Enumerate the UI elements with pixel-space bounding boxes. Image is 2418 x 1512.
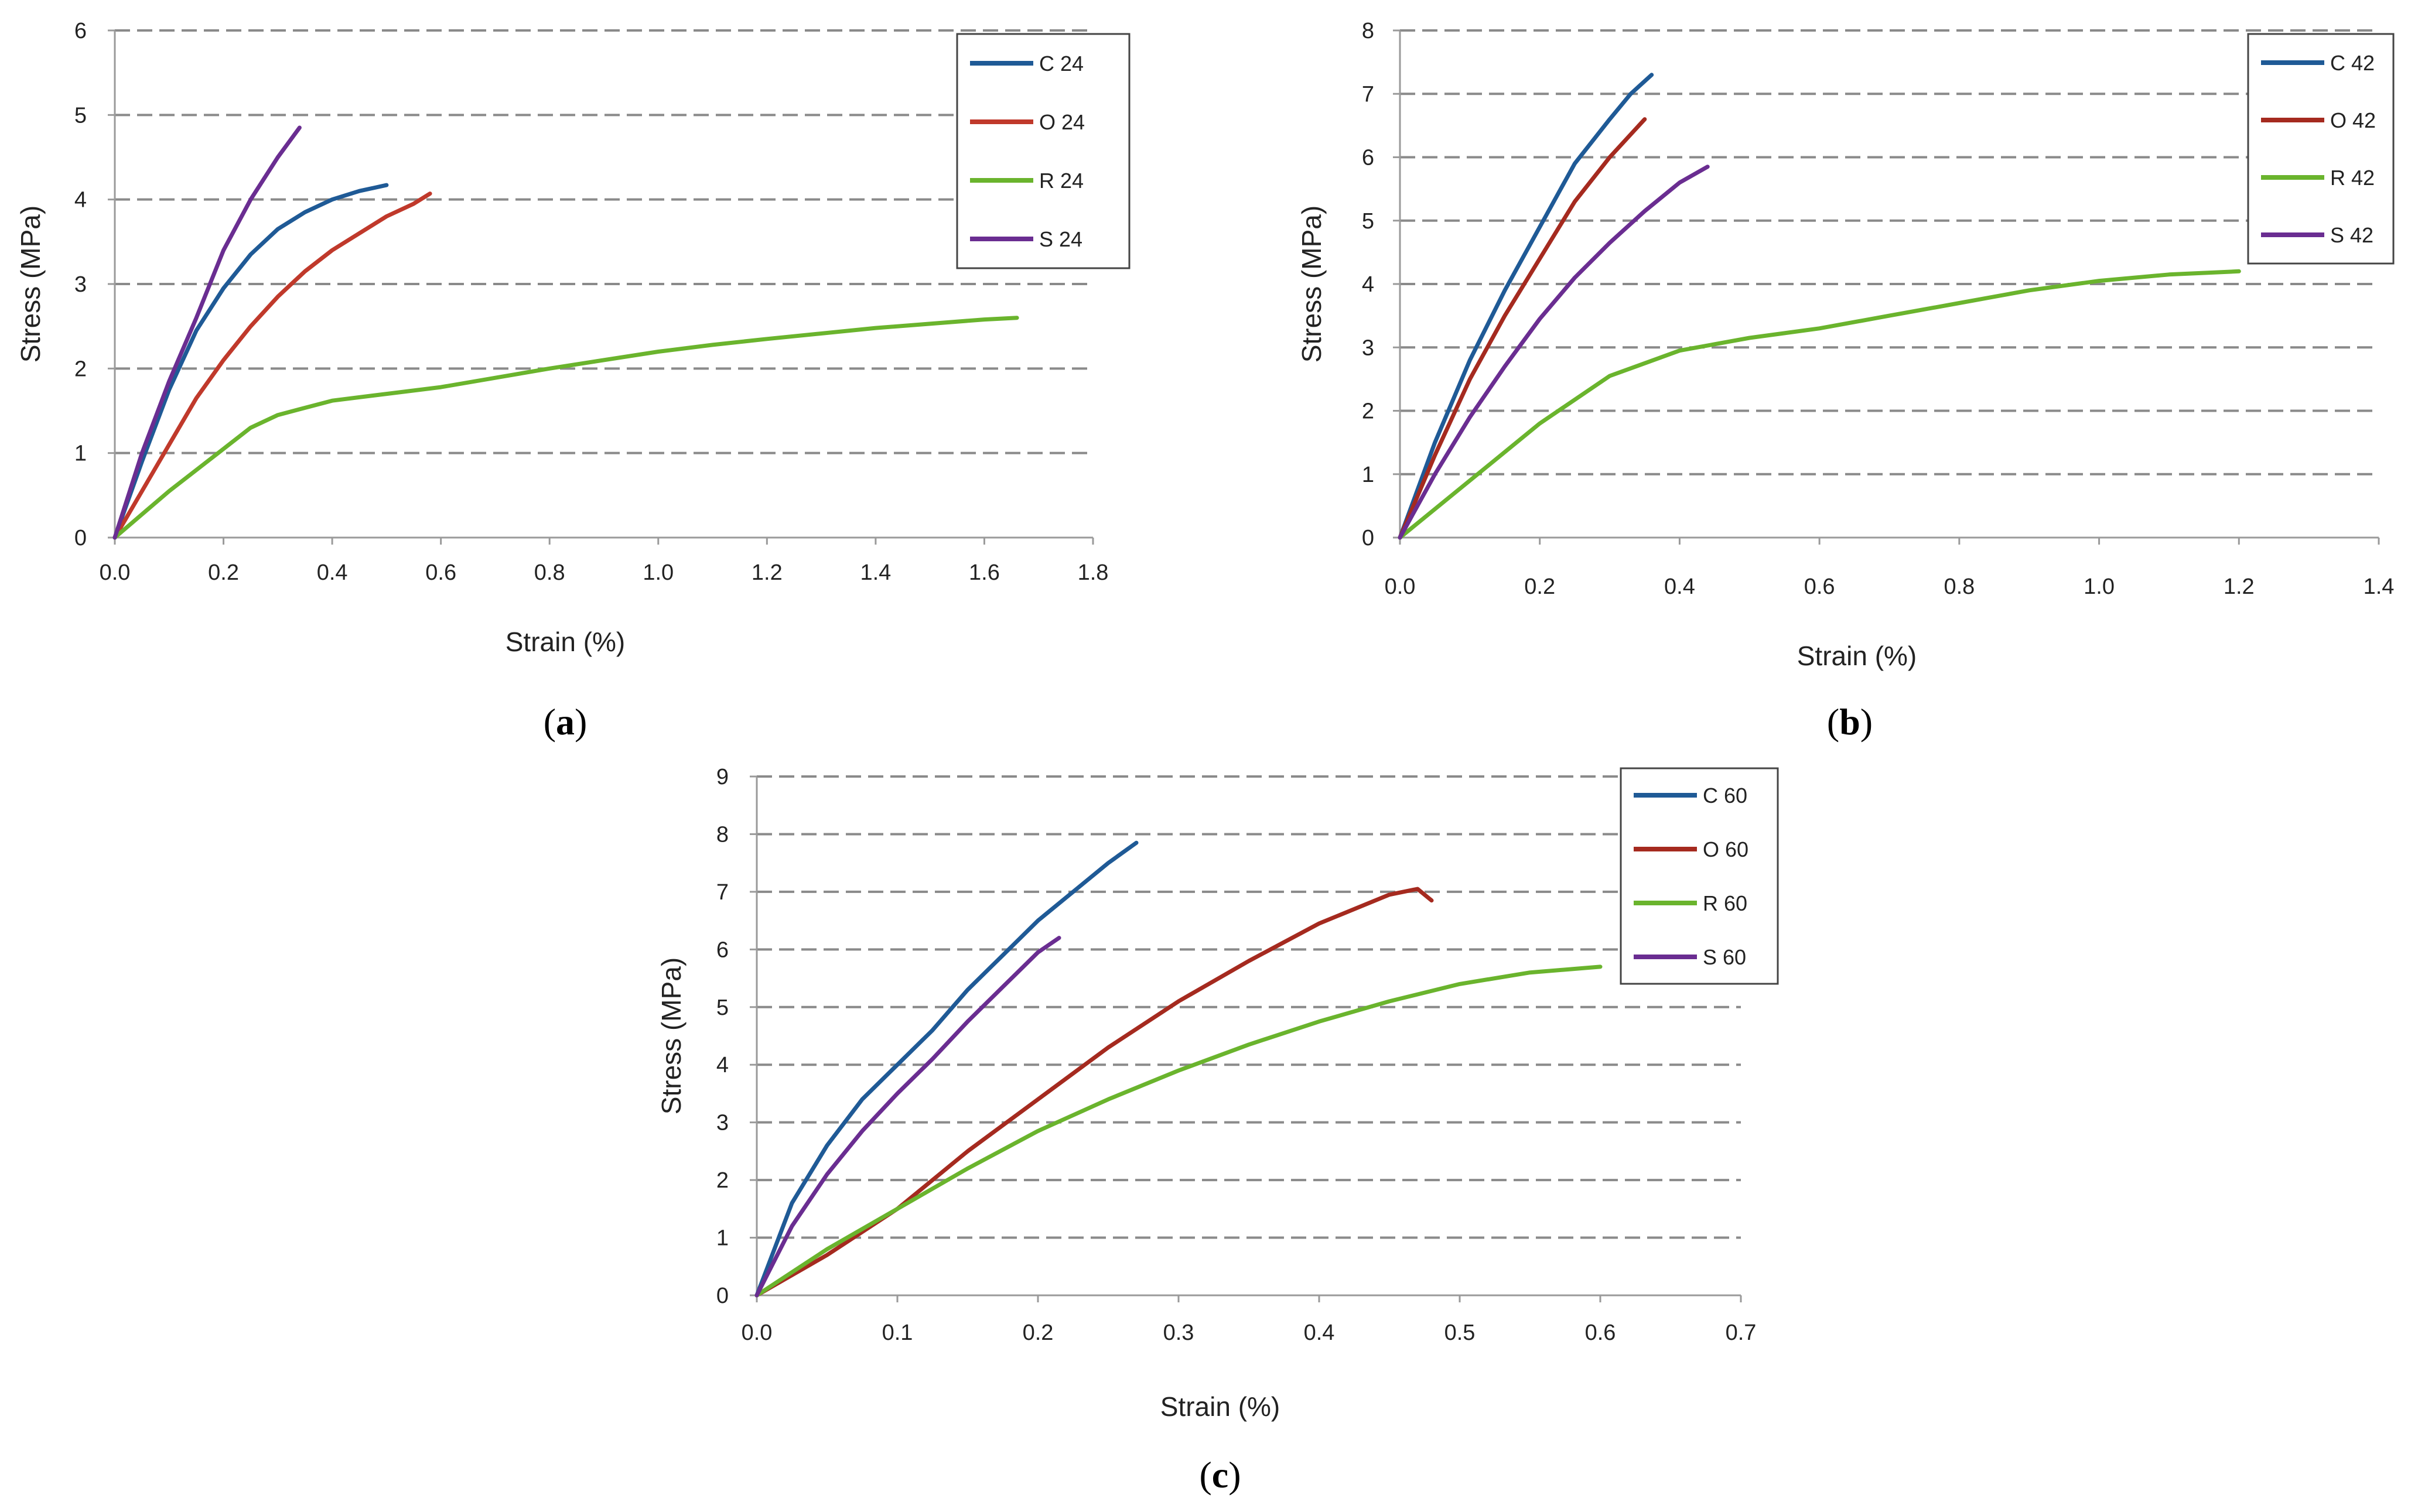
y-tick-label: 6 [1362, 146, 1374, 170]
x-tick-label: 1.8 [1078, 560, 1109, 585]
series-line-r-42 [1398, 269, 2241, 540]
y-tick-label: 3 [1362, 336, 1374, 360]
y-tick-label: 2 [74, 357, 87, 381]
x-tick-label: 0.8 [1944, 574, 1975, 599]
panel-label: (a) [544, 701, 588, 743]
x-tick-label: 0.5 [1444, 1321, 1476, 1345]
x-tick-label: 0.6 [1585, 1321, 1616, 1345]
series-line-c-24 [112, 183, 389, 540]
x-tick-label: 1.4 [2364, 574, 2395, 599]
x-tick-label: 1.0 [2084, 574, 2115, 599]
x-tick-label: 1.4 [860, 560, 891, 585]
x-tick-label: 1.0 [643, 560, 674, 585]
x-tick-label: 1.2 [752, 560, 783, 585]
y-tick-label: 4 [1362, 272, 1374, 297]
y-tick-label: 3 [716, 1111, 729, 1135]
y-tick-label: 7 [716, 880, 729, 905]
y-tick-label: 8 [716, 822, 729, 847]
y-tick-label: 9 [716, 765, 729, 789]
x-tick-label: 0.0 [100, 560, 131, 585]
legend-entry: C 42 [2330, 51, 2375, 75]
legend-entry: O 60 [1703, 837, 1748, 861]
legend-entry: C 60 [1703, 784, 1747, 808]
legend-entry: S 60 [1703, 945, 1746, 969]
y-tick-label: 0 [716, 1284, 729, 1308]
legend-entry: O 42 [2330, 108, 2376, 132]
legend-box [956, 33, 1131, 269]
legend-box [1620, 767, 1779, 985]
chart-panel-c: 0 1 2 3 4 5 6 7 8 9 0.0 0.1 0.2 0.3 0.4 0.5 0.6 0.7 Strain… [656, 765, 1779, 1496]
legend: C 24 O 24 R 24 S 24 [956, 33, 1131, 269]
legend-entry: O 24 [1039, 110, 1085, 134]
x-tick-label: 1.6 [969, 560, 1000, 585]
y-tick-label: 8 [1362, 19, 1374, 43]
y-tick-label: 2 [1362, 399, 1374, 424]
legend: C 60 O 60 R 60 S 60 [1620, 767, 1779, 985]
legend-entry: C 24 [1039, 52, 1084, 76]
y-tick-label: 5 [1362, 209, 1374, 234]
legend-box [2247, 33, 2395, 265]
y-tick-label: 1 [74, 442, 87, 466]
panel-label: (c) [1199, 1454, 1241, 1496]
y-tick-label: 6 [716, 938, 729, 962]
x-tick-label: 0.1 [882, 1321, 913, 1345]
y-tick-label: 0 [1362, 526, 1374, 550]
x-tick-label: 0.6 [425, 560, 456, 585]
y-tick-label: 1 [1362, 463, 1374, 487]
legend-entry: S 42 [2330, 223, 2373, 247]
x-axis-title: Strain (%) [1160, 1391, 1280, 1422]
series-line-r-24 [112, 316, 1019, 540]
legend: C 42 O 42 R 42 S 42 [2247, 33, 2395, 265]
y-tick-label: 4 [716, 1053, 729, 1077]
series-line-s-24 [112, 125, 302, 540]
x-tick-label: 0.3 [1163, 1321, 1194, 1345]
panel-label: (b) [1827, 701, 1873, 743]
x-tick-label: 0.2 [1524, 574, 1555, 599]
x-tick-label: 0.4 [317, 560, 348, 585]
x-tick-label: 0.4 [1304, 1321, 1335, 1345]
x-tick-label: 0.2 [1023, 1321, 1054, 1345]
y-tick-label: 1 [716, 1226, 729, 1251]
y-tick-label: 7 [1362, 82, 1374, 107]
series-line-c-60 [754, 840, 1139, 1298]
x-tick-label: 1.2 [2224, 574, 2255, 599]
y-tick-label: 0 [74, 526, 87, 550]
x-axis-title: Strain (%) [1797, 641, 1917, 671]
y-tick-label: 3 [74, 272, 87, 297]
chart-panel-a: 0 1 2 3 4 5 6 0.0 0.2 0.4 0.6 0.8 1.0 1.2 1.4 1.6 1.8 Str… [15, 19, 1131, 743]
y-axis-title: Stress (MPa) [15, 206, 46, 362]
x-tick-label: 0.7 [1726, 1321, 1757, 1345]
y-tick-label: 6 [74, 19, 87, 43]
y-axis-title: Stress (MPa) [1296, 206, 1327, 362]
series-line-c-42 [1398, 73, 1654, 540]
legend-entry: R 24 [1039, 169, 1084, 193]
series-line-s-60 [754, 936, 1061, 1298]
x-tick-label: 0.6 [1804, 574, 1835, 599]
y-tick-label: 2 [716, 1168, 729, 1193]
y-axis-title: Stress (MPa) [656, 957, 687, 1114]
y-tick-label: 5 [716, 996, 729, 1020]
series-line-o-42 [1398, 117, 1647, 540]
x-axis-title: Strain (%) [506, 627, 625, 657]
series-line-s-42 [1398, 165, 1710, 540]
x-tick-label: 0.8 [534, 560, 565, 585]
legend-entry: R 60 [1703, 891, 1747, 915]
x-tick-label: 0.2 [208, 560, 239, 585]
legend-entry: S 24 [1039, 227, 1082, 251]
x-tick-label: 0.0 [742, 1321, 773, 1345]
chart-panel-b: 0 1 2 3 4 5 6 7 8 0.0 0.2 0.4 0.6 0.8 1.0 1.2 1.4 Strain … [1296, 19, 2395, 743]
y-tick-label: 4 [74, 188, 87, 213]
y-tick-label: 5 [74, 103, 87, 128]
series-line-o-24 [112, 191, 432, 540]
x-tick-label: 0.4 [1664, 574, 1695, 599]
series-line-r-60 [754, 964, 1603, 1298]
legend-entry: R 42 [2330, 166, 2375, 190]
x-tick-label: 0.0 [1385, 574, 1416, 599]
